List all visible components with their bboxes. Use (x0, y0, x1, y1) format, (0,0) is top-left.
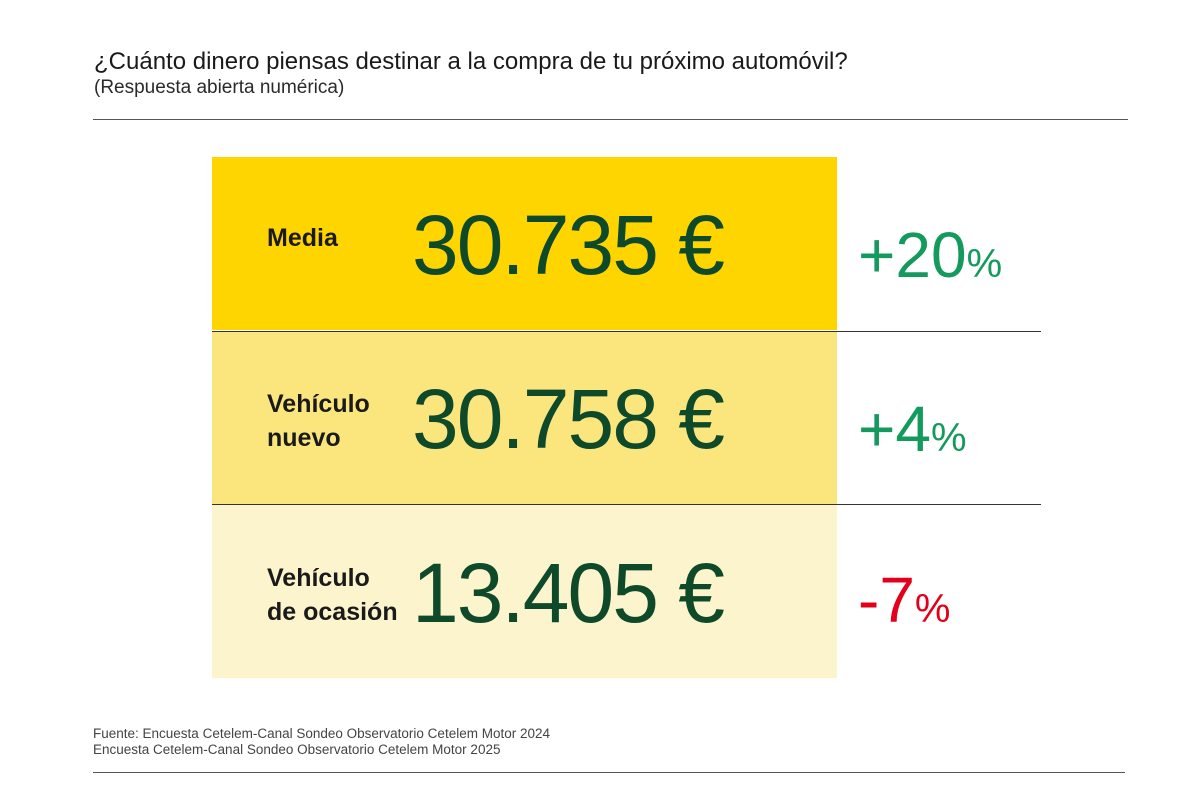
change-media: +20% (858, 223, 1002, 287)
row-divider (212, 331, 1041, 332)
change-unit: % (966, 242, 1003, 286)
top-divider (93, 119, 1128, 120)
change-value: -7 (858, 564, 915, 636)
row-label: Media (267, 224, 338, 252)
change-vehiculo-ocasion: -7% (858, 568, 950, 632)
row-value: 30.735 € (412, 198, 725, 292)
table-row-vehiculo-nuevo: Vehículo nuevo 30.758 € (212, 331, 837, 504)
change-unit: % (914, 587, 951, 631)
row-divider (212, 504, 1041, 505)
row-value: 13.405 € (412, 546, 725, 640)
table-row-vehiculo-ocasion: Vehículo de ocasión 13.405 € (212, 505, 837, 678)
row-label: Vehículo nuevo (267, 390, 370, 452)
source-line: Encuesta Cetelem-Canal Sondeo Observator… (93, 742, 501, 757)
change-value: +4 (858, 393, 931, 465)
source-note: Fuente: Encuesta Cetelem-Canal Sondeo Ob… (93, 726, 550, 758)
chart-subtitle: (Respuesta abierta numérica) (94, 77, 345, 98)
source-line: Fuente: Encuesta Cetelem-Canal Sondeo Ob… (93, 726, 550, 741)
change-unit: % (930, 416, 967, 460)
change-vehiculo-nuevo: +4% (858, 397, 967, 461)
table-row-media: Media 30.735 € (212, 157, 837, 330)
row-value: 30.758 € (412, 372, 725, 466)
row-label: Vehículo de ocasión (267, 564, 398, 626)
bottom-divider (93, 772, 1125, 773)
chart-title: ¿Cuánto dinero piensas destinar a la com… (94, 48, 848, 75)
change-value: +20 (858, 219, 967, 291)
